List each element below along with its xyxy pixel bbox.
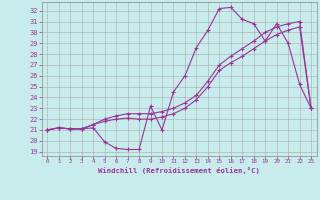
X-axis label: Windchill (Refroidissement éolien,°C): Windchill (Refroidissement éolien,°C) [98,167,260,174]
